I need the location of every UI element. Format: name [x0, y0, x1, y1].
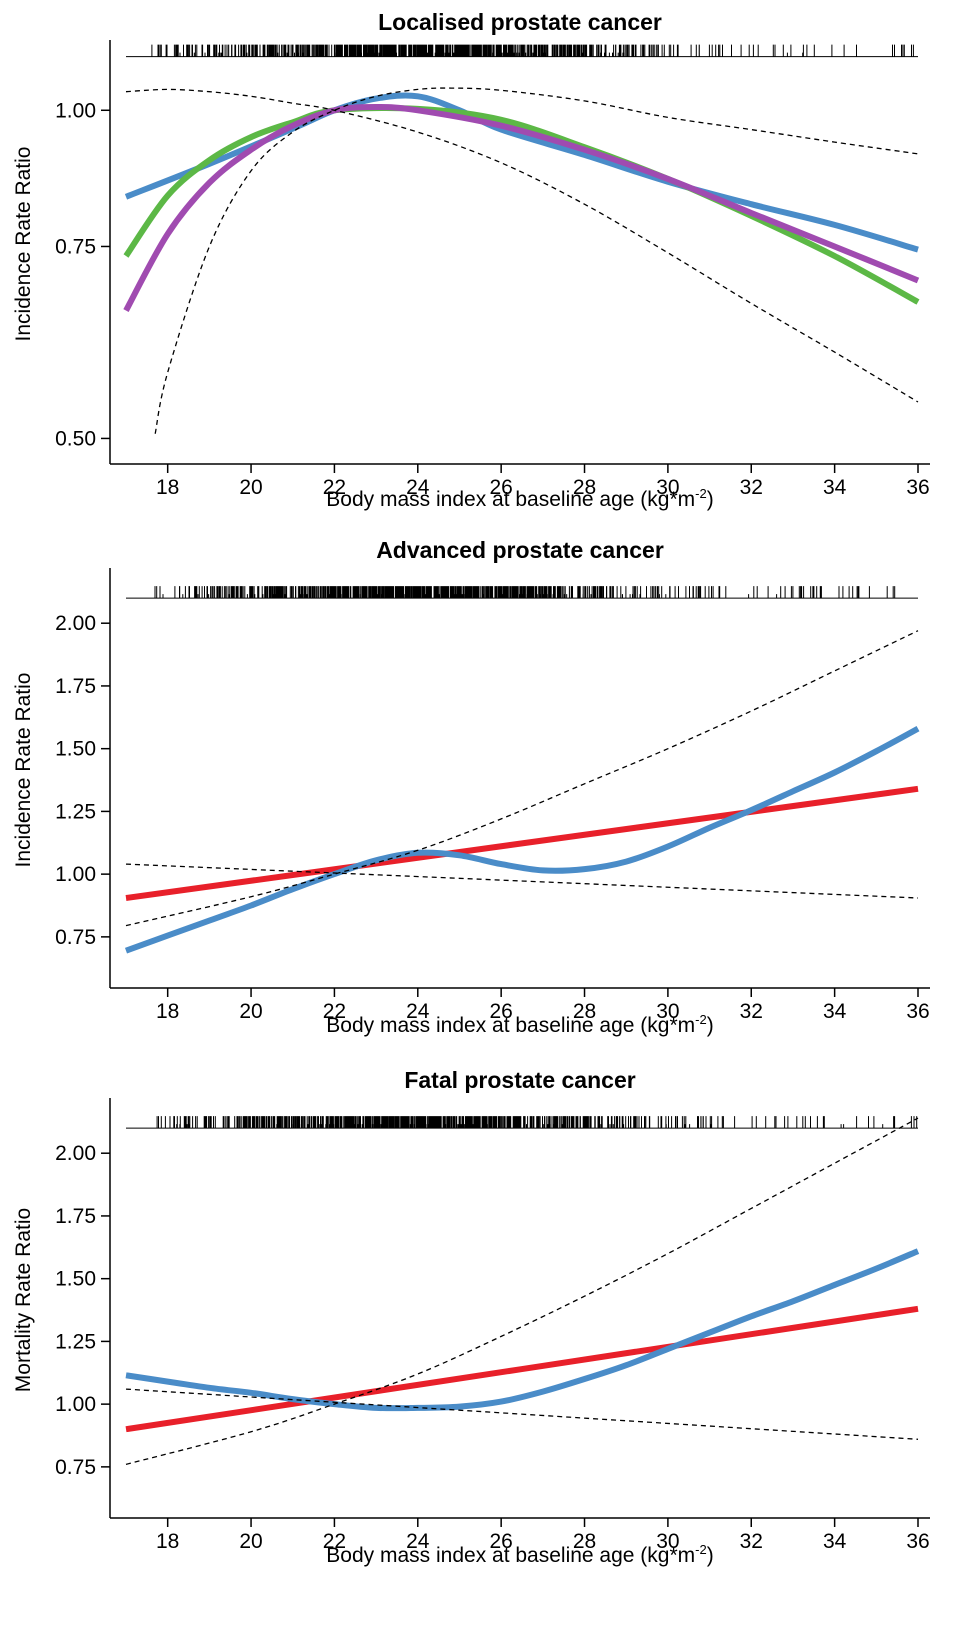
y-tick-label: 1.25	[55, 1330, 96, 1353]
y-tick-label: 1.50	[55, 738, 96, 761]
x-tick-label: 34	[823, 1530, 847, 1553]
x-axis-label: Body mass index at baseline age (kg*m-2)	[326, 1542, 713, 1567]
x-tick-label: 18	[156, 476, 179, 499]
x-tick-label: 36	[906, 1000, 929, 1023]
x-tick-label: 30	[656, 1000, 679, 1023]
x-tick-label: 18	[156, 1530, 179, 1553]
chart-title: Fatal prostate cancer	[404, 1067, 635, 1093]
x-tick-label: 20	[239, 476, 262, 499]
x-tick-label: 26	[489, 1530, 512, 1553]
x-tick-label: 32	[740, 1530, 763, 1553]
y-tick-label: 2.00	[55, 612, 96, 635]
x-tick-label: 24	[406, 476, 430, 499]
series-line-blue-2	[124, 725, 920, 954]
y-tick-label: 1.00	[55, 99, 96, 122]
confidence-band-line-3	[125, 1388, 919, 1440]
x-tick-label: 20	[239, 1000, 262, 1023]
x-tick-label: 26	[489, 476, 512, 499]
x-tick-label: 22	[323, 1530, 346, 1553]
y-tick-label: 1.00	[55, 863, 96, 886]
y-axis-label: Incidence Rate Ratio	[12, 673, 35, 868]
x-tick-label: 24	[406, 1530, 430, 1553]
y-tick-label: 1.25	[55, 800, 96, 823]
rug-marks	[151, 44, 914, 57]
rug-marks	[154, 586, 896, 599]
y-tick-label: 2.00	[55, 1142, 96, 1165]
x-tick-label: 28	[573, 1530, 596, 1553]
x-tick-label: 28	[573, 1000, 596, 1023]
y-axis-label: Incidence Rate Ratio	[12, 147, 35, 342]
x-tick-label: 22	[323, 476, 346, 499]
x-tick-label: 34	[823, 1000, 847, 1023]
y-tick-label: 1.75	[55, 675, 96, 698]
y-tick-label: 1.50	[55, 1268, 96, 1291]
x-axis-label: Body mass index at baseline age (kg*m-2)	[326, 1012, 713, 1037]
confidence-band-line-5	[125, 88, 919, 403]
y-axis-label: Mortality Rate Ratio	[12, 1208, 35, 1392]
y-tick-label: 0.50	[55, 427, 96, 450]
chart-panel-2: Advanced prostate cancer 0.75 1.00 1.25 1.50…	[12, 537, 930, 1037]
x-tick-label: 18	[156, 1000, 179, 1023]
x-tick-label: 36	[906, 1530, 929, 1553]
x-tick-label: 22	[323, 1000, 346, 1023]
chart-title: Localised prostate cancer	[378, 9, 662, 35]
y-tick-label: 1.00	[55, 1393, 96, 1416]
series-line-blue-2	[125, 1248, 920, 1412]
y-tick-label: 0.75	[55, 926, 96, 949]
y-tick-label: 1.75	[55, 1205, 96, 1228]
y-tick-label: 0.75	[55, 235, 96, 258]
y-tick-label: 0.75	[55, 1456, 96, 1479]
series-line-purple-3	[123, 103, 920, 313]
confidence-band-line-4	[125, 1117, 919, 1466]
x-tick-label: 30	[656, 476, 679, 499]
x-tick-label: 26	[489, 1000, 512, 1023]
x-tick-label: 32	[740, 1000, 763, 1023]
x-tick-label: 24	[406, 1000, 430, 1023]
x-tick-label: 32	[740, 476, 763, 499]
chart-panel-3: Fatal prostate cancer 0.75 1.00 1.25 1.50 1.7…	[12, 1067, 930, 1567]
x-tick-label: 20	[239, 1530, 262, 1553]
confidence-band-line-4	[125, 630, 919, 927]
x-tick-label: 34	[823, 476, 847, 499]
x-tick-label: 30	[656, 1530, 679, 1553]
confidence-band-line-3	[125, 863, 919, 899]
rug-marks	[156, 1116, 918, 1129]
chart-title: Advanced prostate cancer	[376, 537, 664, 563]
x-tick-label: 28	[573, 476, 596, 499]
chart-panel-1: Localised prostate cancer 0.50 0.75 1.00 18 2…	[12, 9, 930, 511]
series-line-red-1	[125, 785, 919, 901]
series-line-red-1	[125, 1305, 919, 1433]
x-axis-label: Body mass index at baseline age (kg*m-2)	[326, 486, 713, 511]
x-tick-label: 36	[906, 476, 929, 499]
